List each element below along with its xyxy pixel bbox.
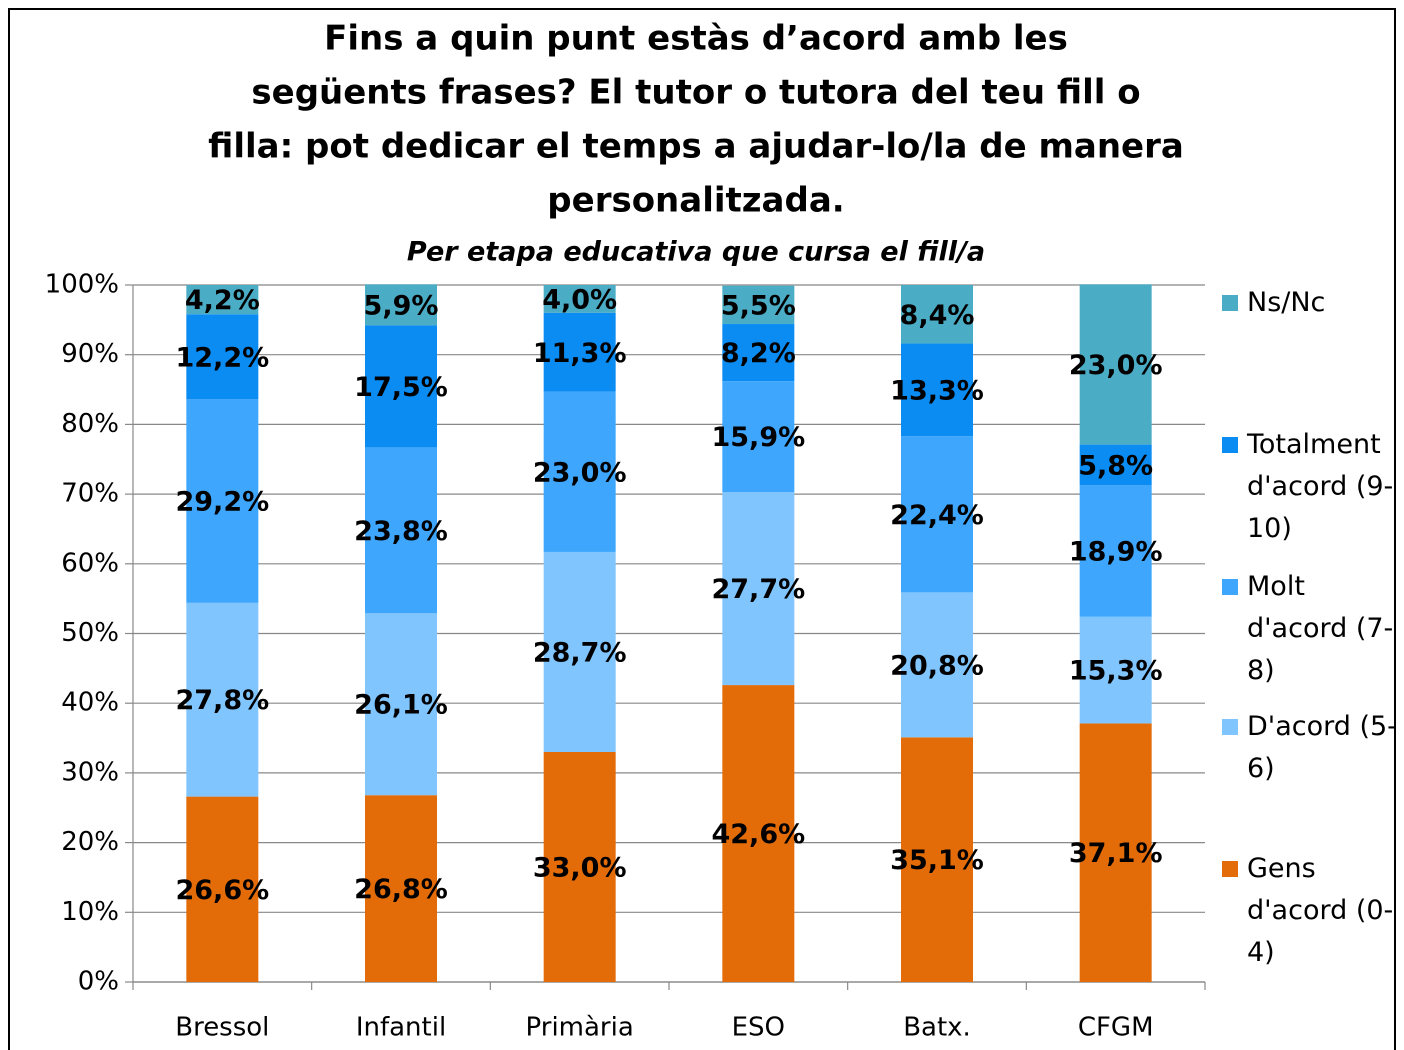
y-tick-label: 60% <box>61 548 119 578</box>
chart-title: Fins a quin punt estàs d’acord amb les <box>324 19 1068 59</box>
bar-segment <box>1079 284 1152 445</box>
value-label: 23,0% <box>533 457 627 488</box>
value-label: 23,8% <box>354 516 448 547</box>
bar-segment <box>365 447 437 614</box>
legend-swatch <box>1222 579 1238 595</box>
x-tick-label: Infantil <box>356 1013 446 1043</box>
bar-segment <box>543 312 616 392</box>
x-tick-label: Bressol <box>175 1013 269 1043</box>
bar-segment <box>1079 444 1152 486</box>
chart-title: filla: pot dedicar el temps a ajudar-lo/… <box>208 127 1184 167</box>
bar-segment <box>186 314 259 400</box>
legend-label: Gens d'acord (0-4) <box>1247 853 1394 968</box>
value-label: 26,8% <box>354 874 448 905</box>
value-label: 15,3% <box>1069 656 1163 687</box>
value-label: 28,7% <box>533 637 627 668</box>
y-tick-label: 30% <box>61 757 119 787</box>
value-label: 27,8% <box>175 685 269 716</box>
value-label: 5,8% <box>1078 450 1153 481</box>
bar-segment <box>365 613 437 796</box>
legend-swatch <box>1222 861 1238 877</box>
bar-segment <box>543 551 616 752</box>
y-tick-label: 70% <box>61 479 119 509</box>
x-tick-label: Batx. <box>903 1013 971 1043</box>
bar-segment <box>722 381 795 493</box>
legend-swatch <box>1222 719 1238 735</box>
bar-segment <box>722 324 795 382</box>
bar-segment <box>186 796 259 982</box>
bar-segment <box>901 343 973 437</box>
value-label: 5,5% <box>721 290 796 321</box>
legend-label: Ns/Nc <box>1247 287 1326 318</box>
value-label: 8,2% <box>721 338 796 369</box>
value-label: 11,3% <box>533 338 627 369</box>
value-label: 35,1% <box>890 845 984 876</box>
bar-segment <box>186 602 259 797</box>
bar-segment <box>365 325 437 448</box>
legend-swatch <box>1222 437 1238 453</box>
y-tick-label: 90% <box>61 339 119 369</box>
value-label: 20,8% <box>890 650 984 681</box>
value-label: 17,5% <box>354 372 448 403</box>
chart-subtitle: Per etapa educativa que cursa el fill/a <box>407 237 985 268</box>
value-label: 26,6% <box>175 875 269 906</box>
x-tick-label: Primària <box>526 1013 634 1043</box>
value-label: 23,0% <box>1069 350 1163 381</box>
bar-segment <box>722 685 795 982</box>
bar-segment <box>722 492 795 686</box>
value-label: 8,4% <box>900 300 975 331</box>
frame <box>8 8 1396 1050</box>
bar-segment <box>186 399 259 603</box>
value-label: 15,9% <box>711 422 805 453</box>
y-tick-label: 50% <box>61 618 119 648</box>
bar-segment <box>901 436 973 593</box>
bar-segment <box>901 285 973 344</box>
bar-segment <box>1079 616 1152 724</box>
x-tick-label: CFGM <box>1078 1013 1154 1043</box>
value-label: 22,4% <box>890 500 984 531</box>
value-label: 29,2% <box>175 487 269 518</box>
y-tick-label: 80% <box>61 409 119 439</box>
x-tick-label: ESO <box>732 1013 785 1043</box>
value-label: 18,9% <box>1069 536 1163 567</box>
y-tick-label: 40% <box>61 688 119 718</box>
value-label: 37,1% <box>1069 838 1163 869</box>
bar-segment <box>1079 485 1152 617</box>
bar-segment <box>365 284 437 326</box>
legend-label: D'acord (5-6) <box>1247 711 1397 784</box>
value-label: 27,7% <box>711 574 805 605</box>
bar-segment <box>543 391 616 552</box>
chart-title: personalitzada. <box>547 181 844 221</box>
value-label: 5,9% <box>364 290 439 321</box>
bar-segment <box>901 737 973 982</box>
bar-segment <box>543 285 616 313</box>
legend-label: Totalment d'acord (9-10) <box>1247 429 1394 544</box>
value-label: 12,2% <box>175 342 269 373</box>
legend-swatch <box>1222 295 1238 311</box>
value-label: 33,0% <box>533 852 627 883</box>
value-label: 13,3% <box>890 375 984 406</box>
bar-segment <box>186 285 259 315</box>
value-label: 4,2% <box>185 285 260 316</box>
bar-segment <box>901 592 973 738</box>
legend-label: Molt d'acord (7-8) <box>1247 571 1394 686</box>
y-tick-label: 20% <box>61 827 119 857</box>
y-tick-label: 0% <box>78 967 119 997</box>
y-tick-label: 10% <box>61 897 119 927</box>
chart-title: següents frases? El tutor o tutora del t… <box>251 73 1140 113</box>
value-label: 4,0% <box>542 284 617 315</box>
bar-segment <box>543 751 616 982</box>
value-label: 26,1% <box>354 690 448 721</box>
bar-segment <box>365 795 437 982</box>
bar-segment <box>1079 723 1152 982</box>
y-tick-label: 100% <box>45 270 119 300</box>
value-label: 42,6% <box>711 819 805 850</box>
bar-segment <box>722 285 795 325</box>
